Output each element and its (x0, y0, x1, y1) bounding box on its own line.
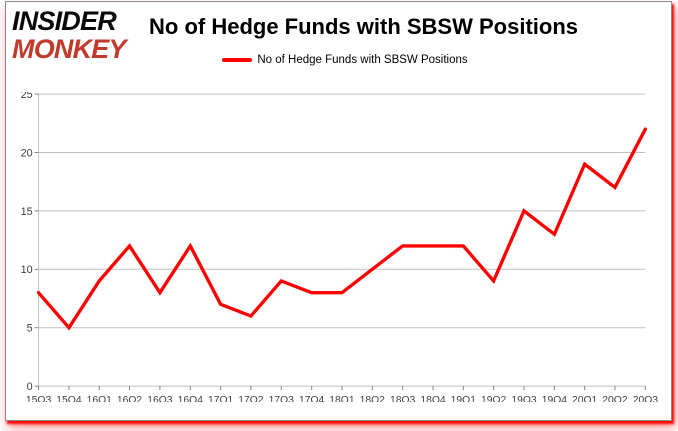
svg-text:25: 25 (21, 92, 33, 101)
svg-text:5: 5 (27, 323, 33, 335)
svg-text:17Q2: 17Q2 (238, 395, 264, 402)
svg-text:10: 10 (21, 264, 33, 276)
svg-text:17Q4: 17Q4 (299, 395, 325, 402)
svg-text:18Q1: 18Q1 (329, 395, 355, 402)
svg-text:20Q2: 20Q2 (602, 395, 628, 402)
svg-text:15: 15 (21, 206, 33, 218)
svg-text:20: 20 (21, 147, 33, 159)
svg-text:18Q4: 18Q4 (420, 395, 446, 402)
svg-text:15Q3: 15Q3 (26, 395, 52, 402)
svg-text:19Q1: 19Q1 (451, 395, 477, 402)
svg-text:17Q1: 17Q1 (208, 395, 234, 402)
svg-text:19Q4: 19Q4 (542, 395, 568, 402)
svg-text:19Q3: 19Q3 (511, 395, 537, 402)
svg-text:16Q4: 16Q4 (178, 395, 204, 402)
svg-text:20Q3: 20Q3 (633, 395, 659, 402)
svg-text:16Q3: 16Q3 (147, 395, 173, 402)
svg-text:18Q3: 18Q3 (390, 395, 416, 402)
svg-text:20Q1: 20Q1 (572, 395, 598, 402)
svg-text:15Q4: 15Q4 (56, 395, 82, 402)
svg-text:19Q2: 19Q2 (481, 395, 507, 402)
svg-text:17Q3: 17Q3 (269, 395, 295, 402)
svg-text:0: 0 (27, 381, 33, 393)
svg-text:18Q2: 18Q2 (360, 395, 386, 402)
svg-text:16Q2: 16Q2 (117, 395, 143, 402)
svg-text:16Q1: 16Q1 (87, 395, 113, 402)
